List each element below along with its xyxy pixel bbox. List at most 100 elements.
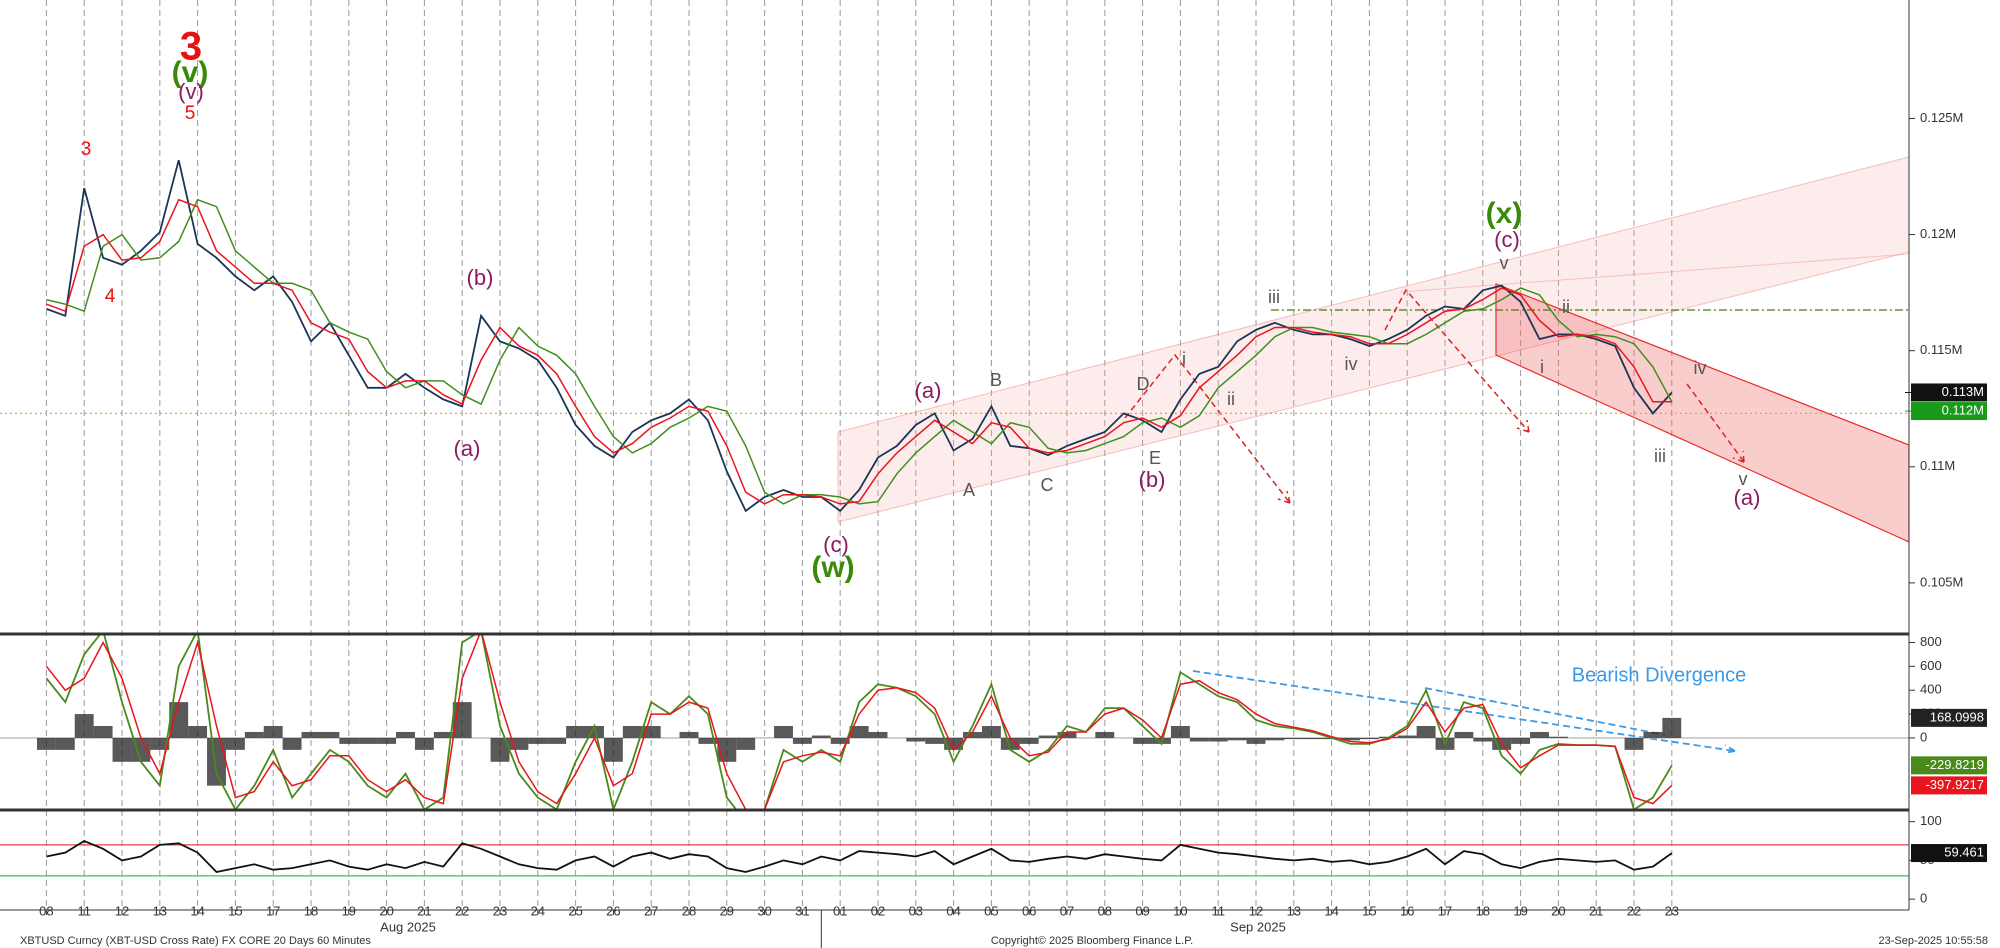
x-tick-label: 17 xyxy=(1438,903,1452,918)
histogram-bar xyxy=(1000,737,1020,750)
wave-label: (v) xyxy=(172,56,209,89)
y-tick-label: 0.125M xyxy=(1920,110,1963,125)
x-tick-label: 19 xyxy=(342,903,356,918)
histogram-bar xyxy=(282,737,302,750)
histogram-bar xyxy=(1189,737,1209,742)
histogram-bar xyxy=(207,737,226,786)
histogram-bar xyxy=(1643,731,1663,738)
histogram-bar xyxy=(1303,737,1323,740)
x-tick-label: 21 xyxy=(1589,903,1603,918)
histogram-bar xyxy=(509,737,529,750)
y-tick-label: 100 xyxy=(1920,813,1942,828)
histogram-bar xyxy=(1397,735,1417,738)
histogram-bar xyxy=(925,737,945,744)
wave-label: i xyxy=(1182,349,1186,369)
y-tick-label: 0 xyxy=(1920,729,1927,744)
series-line xyxy=(46,839,1673,873)
x-tick-label: 24 xyxy=(531,903,545,918)
histogram-bar xyxy=(244,731,264,738)
histogram-bar xyxy=(792,737,812,744)
histogram-bar xyxy=(1341,737,1360,741)
footer-center: Copyright© 2025 Bloomberg Finance L.P. xyxy=(991,935,1193,947)
histogram-bar xyxy=(225,737,245,750)
wave-label: (v) xyxy=(178,79,204,104)
value-box-label: 168.0998 xyxy=(1930,709,1984,724)
histogram-bar xyxy=(1530,731,1549,738)
x-tick-label: 10 xyxy=(1173,903,1187,918)
histogram-bar xyxy=(906,737,926,742)
histogram-bar xyxy=(528,737,548,744)
x-tick-label: 16 xyxy=(1400,903,1414,918)
x-tick-label: 08 xyxy=(39,903,53,918)
wave-label: v xyxy=(1500,253,1509,273)
month-label: Aug 2025 xyxy=(380,919,436,934)
wave-label: (a) xyxy=(1734,485,1761,510)
value-box xyxy=(1911,402,1987,421)
x-tick-label: 14 xyxy=(1324,903,1338,918)
histogram-bar xyxy=(1662,717,1682,738)
x-tick-label: 21 xyxy=(417,903,431,918)
histogram-bar xyxy=(396,731,415,738)
histogram-bar xyxy=(1170,725,1190,738)
plot-area: 08 11 12 13 14 15 17 18 19 20 21 22 23 24 25 26 27 28 29 30… xyxy=(0,110,1987,918)
x-tick-label: 20 xyxy=(379,903,393,918)
histogram-bar xyxy=(490,737,510,762)
wave-label: iii xyxy=(1654,446,1666,466)
y-tick-label: 0 xyxy=(1920,891,1927,906)
histogram-bar xyxy=(811,735,831,738)
value-box xyxy=(1911,708,1987,727)
y-tick-label: 0.12M xyxy=(1920,226,1956,241)
x-tick-label: 19 xyxy=(1513,903,1527,918)
value-box xyxy=(1911,756,1987,775)
histogram-bar xyxy=(1416,725,1436,738)
histogram-bar xyxy=(585,725,604,738)
histogram-bar xyxy=(339,737,359,744)
value-box-label: 0.112M xyxy=(1942,402,1984,417)
panel xyxy=(0,159,1909,513)
histogram-bar xyxy=(603,737,623,762)
y-tick-label: 400 xyxy=(1920,682,1942,697)
histogram-bar xyxy=(301,731,321,738)
series-line xyxy=(46,159,1673,513)
x-tick-label: 03 xyxy=(909,903,923,918)
x-tick-label: 30 xyxy=(757,903,771,918)
annotations: 3 (v) (v) 5 3 4 (b) (a) (c) (w) (a) B A … xyxy=(81,25,1761,687)
histogram-bar xyxy=(1454,731,1474,738)
footer-left: XBTUSD Curncy (XBT-USD Cross Rate) FX CO… xyxy=(20,935,371,947)
histogram-bar xyxy=(263,725,283,738)
histogram-bar xyxy=(36,737,56,750)
wave-label: i xyxy=(1540,357,1544,377)
wave-label: iv xyxy=(1345,354,1358,374)
wave-label: (c) xyxy=(823,532,849,557)
x-tick-label: 11 xyxy=(77,903,91,918)
y-tick-label: 0.115M xyxy=(1920,342,1962,357)
value-box-label: -397.9217 xyxy=(1925,777,1984,792)
histogram-bar xyxy=(150,737,170,750)
x-tick-label: 27 xyxy=(644,903,658,918)
wave-label: ii xyxy=(1562,297,1570,317)
histogram-bar xyxy=(433,731,453,738)
histogram-bar xyxy=(1284,737,1304,740)
x-tick-label: 06 xyxy=(1022,903,1036,918)
x-tick-label: 20 xyxy=(1551,903,1565,918)
histogram-bar xyxy=(1359,737,1379,740)
histogram-bar xyxy=(736,737,756,750)
panel xyxy=(0,839,1909,877)
histogram-bar xyxy=(1265,737,1285,741)
histogram-bar xyxy=(849,725,869,738)
wave-label: (c) xyxy=(1494,227,1520,252)
x-tick-label: 18 xyxy=(1476,903,1490,918)
histogram-bar xyxy=(868,731,888,738)
x-tick-label: 13 xyxy=(1287,903,1301,918)
x-tick-label: 12 xyxy=(115,903,129,918)
histogram-bar xyxy=(320,731,340,738)
series-line xyxy=(45,634,1673,810)
x-tick-label: 13 xyxy=(153,903,167,918)
histogram-bar xyxy=(698,737,718,744)
grid xyxy=(45,0,1673,910)
divergence-label: Bearish Divergence xyxy=(1572,664,1747,686)
wave-label: A xyxy=(963,480,975,500)
series-line xyxy=(46,198,1673,505)
histogram-bar xyxy=(679,731,699,738)
